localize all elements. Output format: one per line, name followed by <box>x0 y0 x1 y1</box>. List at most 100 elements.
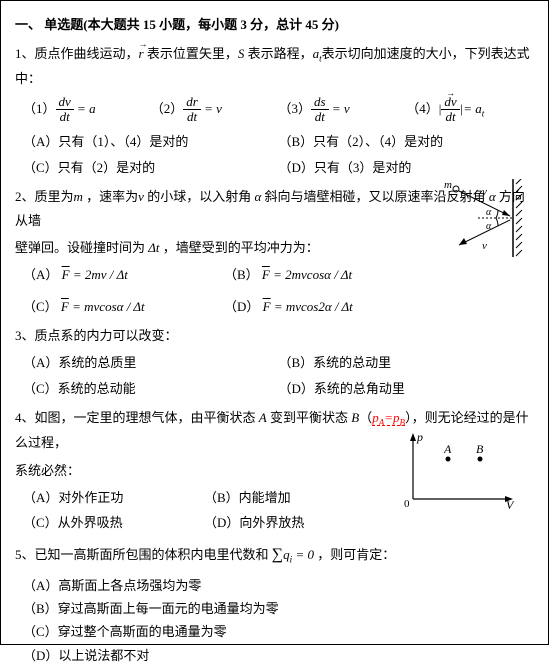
q2-t1: 2、质里为 <box>15 189 74 204</box>
q2-od: （D） F = mvcos2α / Δt <box>224 295 425 318</box>
fig4-A: A <box>443 442 452 456</box>
q2-t6: 壁弹回。设碰撞时间为 <box>15 240 148 255</box>
q4-cond: pA=pB <box>372 410 405 426</box>
q5-ob: （B）穿过高斯面上每一面元的电通量均为零 <box>23 597 534 620</box>
q3-oa: （A）系统的总质里 <box>23 351 279 374</box>
q1-f4d: dt <box>441 110 459 124</box>
q1-frac2: drdt <box>183 95 201 125</box>
q1-frac3: dsdt <box>311 95 329 125</box>
q1-e3b: = v <box>332 101 350 116</box>
q3-ob: （B）系统的总动里 <box>279 351 535 374</box>
q2-ea: = 2mv / Δt <box>73 267 128 282</box>
q5-stem: 5、已知一高斯面所包围的体积内电里代数和 ∑qi = 0 ，则可肯定： <box>15 541 534 570</box>
q2-options: （A） F = 2mv / Δt （B） F = 2mvcosα / Δt （C… <box>15 263 425 318</box>
q1-e2: （2）drdt = v <box>151 95 279 125</box>
q1-f1n: dv <box>56 95 74 110</box>
q5-sum: ∑ <box>272 546 283 563</box>
q4-t3: （ <box>359 410 372 425</box>
fig4-p: p <box>416 431 423 444</box>
q1-options: （A）只有（1）、（4）是对的（B）只有（2）、（4）是对的 （C）只有（2）是… <box>15 130 534 179</box>
q1-r: r <box>139 42 144 65</box>
q2-figure: m v v α α <box>438 179 528 257</box>
q1-f1d: dt <box>56 110 74 124</box>
q2-fa: F <box>62 267 70 282</box>
q2-dt: Δt <box>148 240 159 255</box>
q5-options: （A）高斯面上各点场强均为零 （B）穿过高斯面上每一面元的电通量均为零 （C）穿… <box>15 574 534 667</box>
q4-A: A <box>259 410 267 425</box>
q5-oa: （A）高斯面上各点场强均为零 <box>23 574 534 597</box>
q1-e1a: （1） <box>23 101 56 116</box>
q3-stem: 3、质点系的内力可以改变： <box>15 324 534 347</box>
q2-oal: （A） <box>23 267 58 282</box>
q2-fc: F <box>61 299 69 314</box>
q1-frac4: dvdt <box>441 95 459 125</box>
q2-ec: = mvcosα / Δt <box>72 299 144 314</box>
q1-e4sub: t <box>482 108 485 118</box>
q2-ed: = mvcos2α / Δt <box>274 299 353 314</box>
q2-t7: ，墙壁受到的平均冲力为： <box>160 240 319 255</box>
q1-expressions: （1）dvdt = a （2）drdt = v （3）dsdt = v （4）|… <box>15 95 534 125</box>
q1-text2: 表示位置矢里， <box>144 46 238 61</box>
q1-oc: （C）只有（2）是对的 <box>23 156 279 179</box>
q3-options: （A）系统的总质里（B）系统的总动里 （C）系统的总动能（D）系统的总角动里 <box>15 351 534 400</box>
q1-e2a: （2） <box>151 101 184 116</box>
q2-m: m <box>74 189 83 204</box>
q5-od: （D）以上说法都不对 <box>23 644 534 667</box>
section-title: 一、 单选题(本大题共 15 小题，每小题 3 分，总计 45 分) <box>15 13 534 36</box>
q4-oc: （C）从外界吸热 <box>23 511 204 534</box>
q4-od: （D）向外界放热 <box>204 511 385 534</box>
q1-f2d: dt <box>183 110 201 124</box>
fig2-a2: α <box>486 221 492 232</box>
fig4-B: B <box>476 442 484 456</box>
q1-e3: （3）dsdt = v <box>279 95 407 125</box>
fig2-m: m <box>444 179 452 191</box>
q4-B: B <box>351 410 359 425</box>
q1-e4: （4）|dvdt|= at <box>406 95 534 125</box>
q1-frac1: dvdt <box>56 95 74 125</box>
q2-obl: （B） <box>224 267 259 282</box>
q1-od: （D）只有（3）是对的 <box>279 156 535 179</box>
q2-ocl: （C） <box>23 299 58 314</box>
fig2-v2: v <box>482 240 487 252</box>
q1-f2n: dr <box>183 95 201 110</box>
q1-e1b: = a <box>77 101 96 116</box>
q2-fd: F <box>263 299 271 314</box>
q1-oa: （A）只有（1）、（4）是对的 <box>23 130 279 153</box>
q4-oa: （A）对外作正功 <box>23 486 204 509</box>
q2-odl: （D） <box>224 299 259 314</box>
q2-t3: 的小球，以入射角 <box>144 189 255 204</box>
q2-ob: （B） F = 2mvcosα / Δt <box>224 263 425 286</box>
q5-t1: 5、已知一高斯面所包围的体积内电里代数和 <box>15 547 272 562</box>
q2-oc: （C） F = mvcosα / Δt <box>23 295 224 318</box>
q1-f4n: dv <box>444 95 456 109</box>
q1-f3n: ds <box>311 95 329 110</box>
q5-eq0: = 0 <box>292 547 314 562</box>
q1-stem: 1、质点作曲线运动，r 表示位置矢里，S 表示路程，at表示切向加速度的大小，下… <box>15 42 534 90</box>
fig2-v1: v <box>482 186 487 198</box>
q1-e1: （1）dvdt = a <box>23 95 151 125</box>
q1-text3: 表示路程， <box>244 46 312 61</box>
q5-oc: （C）穿过整个高斯面的电通量为零 <box>23 620 534 643</box>
q4-t2: 变到平衡状态 <box>267 410 352 425</box>
q2-eb: = 2mvcosα / Δt <box>273 267 352 282</box>
q4-t1: 4、如图，一定里的理想气体，由平衡状态 <box>15 410 259 425</box>
q1-text1: 1、质点作曲线运动， <box>15 46 139 61</box>
q1-e3a: （3） <box>279 101 312 116</box>
q1-e4a: （4）| <box>406 101 441 116</box>
q1-e2b: = v <box>204 101 222 116</box>
q3-oc: （C）系统的总动能 <box>23 377 279 400</box>
q2-oa: （A） F = 2mv / Δt <box>23 263 224 286</box>
q4-ob: （B）内能增加 <box>204 486 385 509</box>
q1-ob: （B）只有（2）、（4）是对的 <box>279 130 535 153</box>
q4-figure: p V 0 A B <box>398 431 518 511</box>
q4-options: （A）对外作正功（B）内能增加 （C）从外界吸热（D）向外界放热 <box>15 486 385 535</box>
q1-f3d: dt <box>311 110 329 124</box>
q5-t2: ，则可肯定： <box>314 547 395 562</box>
q3-od: （D）系统的总角动里 <box>279 377 535 400</box>
fig4-O: 0 <box>404 498 410 510</box>
fig2-a1: α <box>486 207 492 218</box>
fig4-V: V <box>506 498 515 511</box>
q1-e4b: |= a <box>460 101 482 116</box>
q4-eq: =p <box>384 410 399 425</box>
q2-t2: ，速率为 <box>83 189 138 204</box>
